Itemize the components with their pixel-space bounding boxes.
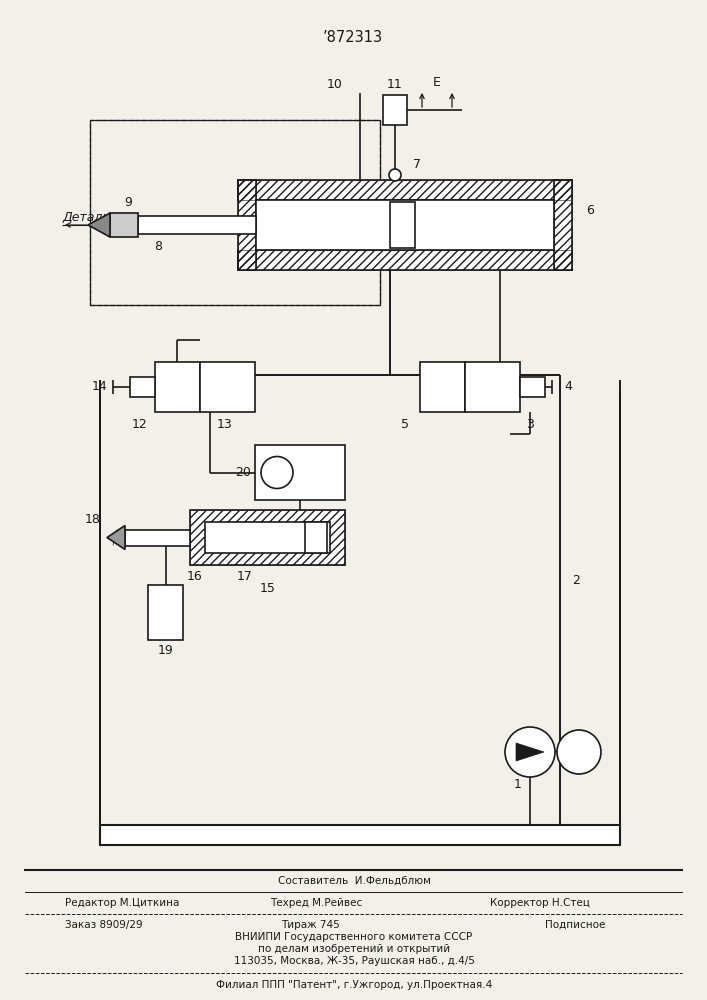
Bar: [420, 362, 465, 412]
Text: 15: 15: [259, 582, 276, 595]
Bar: [148, 585, 183, 640]
Bar: [100, 825, 620, 845]
Bar: [190, 510, 345, 565]
Bar: [465, 362, 520, 412]
Bar: [305, 522, 327, 553]
Bar: [200, 362, 255, 412]
Bar: [238, 180, 572, 200]
Text: 6: 6: [586, 204, 594, 217]
Text: 11: 11: [387, 79, 403, 92]
Text: Техред М.Рейвес: Техред М.Рейвес: [270, 898, 362, 908]
Text: 13: 13: [217, 418, 233, 430]
Circle shape: [505, 727, 555, 777]
Text: 14: 14: [92, 380, 108, 393]
Bar: [238, 250, 572, 270]
Bar: [90, 120, 380, 305]
Text: 12: 12: [132, 418, 148, 430]
Polygon shape: [107, 526, 125, 550]
Bar: [90, 120, 380, 305]
Text: Редактор М.Циткина: Редактор М.Циткина: [65, 898, 180, 908]
Circle shape: [557, 730, 601, 774]
Bar: [238, 180, 256, 270]
Bar: [238, 250, 572, 270]
Text: 113035, Москва, Ж-35, Раушская наб., д.4/5: 113035, Москва, Ж-35, Раушская наб., д.4…: [233, 956, 474, 966]
Text: 4: 4: [564, 380, 572, 393]
Text: Корректор Н.Стец: Корректор Н.Стец: [490, 898, 590, 908]
Text: ’872313: ’872313: [323, 29, 383, 44]
Text: Филиал ППП "Патент", г.Ужгород, ул.Проектная.4: Филиал ППП "Патент", г.Ужгород, ул.Проек…: [216, 980, 492, 990]
Text: Д: Д: [573, 745, 585, 759]
Bar: [554, 180, 572, 270]
Text: ВНИИПИ Государственного комитета СССР: ВНИИПИ Государственного комитета СССР: [235, 932, 472, 942]
Text: по делам изобретений и открытий: по делам изобретений и открытий: [258, 944, 450, 954]
Text: 20: 20: [235, 466, 251, 479]
Text: 2: 2: [572, 574, 580, 586]
Text: 17: 17: [237, 570, 253, 584]
Text: 3: 3: [526, 418, 534, 430]
Bar: [190, 510, 345, 565]
Circle shape: [389, 169, 401, 181]
Bar: [205, 522, 330, 553]
Text: 5: 5: [401, 418, 409, 430]
Text: Составитель  И.Фельдблюм: Составитель И.Фельдблюм: [278, 876, 431, 886]
Bar: [155, 362, 200, 412]
Text: 8: 8: [154, 240, 162, 253]
Text: Заказ 8909/29: Заказ 8909/29: [65, 920, 143, 930]
Polygon shape: [88, 213, 110, 237]
Bar: [383, 95, 407, 125]
Bar: [110, 213, 138, 237]
Bar: [138, 216, 256, 234]
Polygon shape: [516, 743, 544, 761]
Bar: [255, 445, 345, 500]
Bar: [238, 180, 572, 200]
Text: 1: 1: [514, 778, 522, 792]
Text: 19: 19: [158, 644, 173, 656]
Bar: [256, 200, 554, 250]
Text: 16: 16: [187, 570, 203, 584]
Bar: [238, 180, 256, 270]
Bar: [390, 202, 415, 248]
Text: Подписное: Подписное: [545, 920, 605, 930]
Text: Тираж 745: Тираж 745: [281, 920, 339, 930]
Text: E: E: [433, 76, 441, 89]
Text: 9: 9: [124, 196, 132, 210]
Text: 18: 18: [85, 513, 101, 526]
Bar: [130, 377, 155, 397]
Text: 10: 10: [327, 79, 343, 92]
Bar: [520, 377, 545, 397]
Bar: [125, 530, 190, 546]
Bar: [554, 180, 572, 270]
Text: Деталь: Деталь: [62, 211, 110, 224]
Text: 7: 7: [413, 158, 421, 172]
